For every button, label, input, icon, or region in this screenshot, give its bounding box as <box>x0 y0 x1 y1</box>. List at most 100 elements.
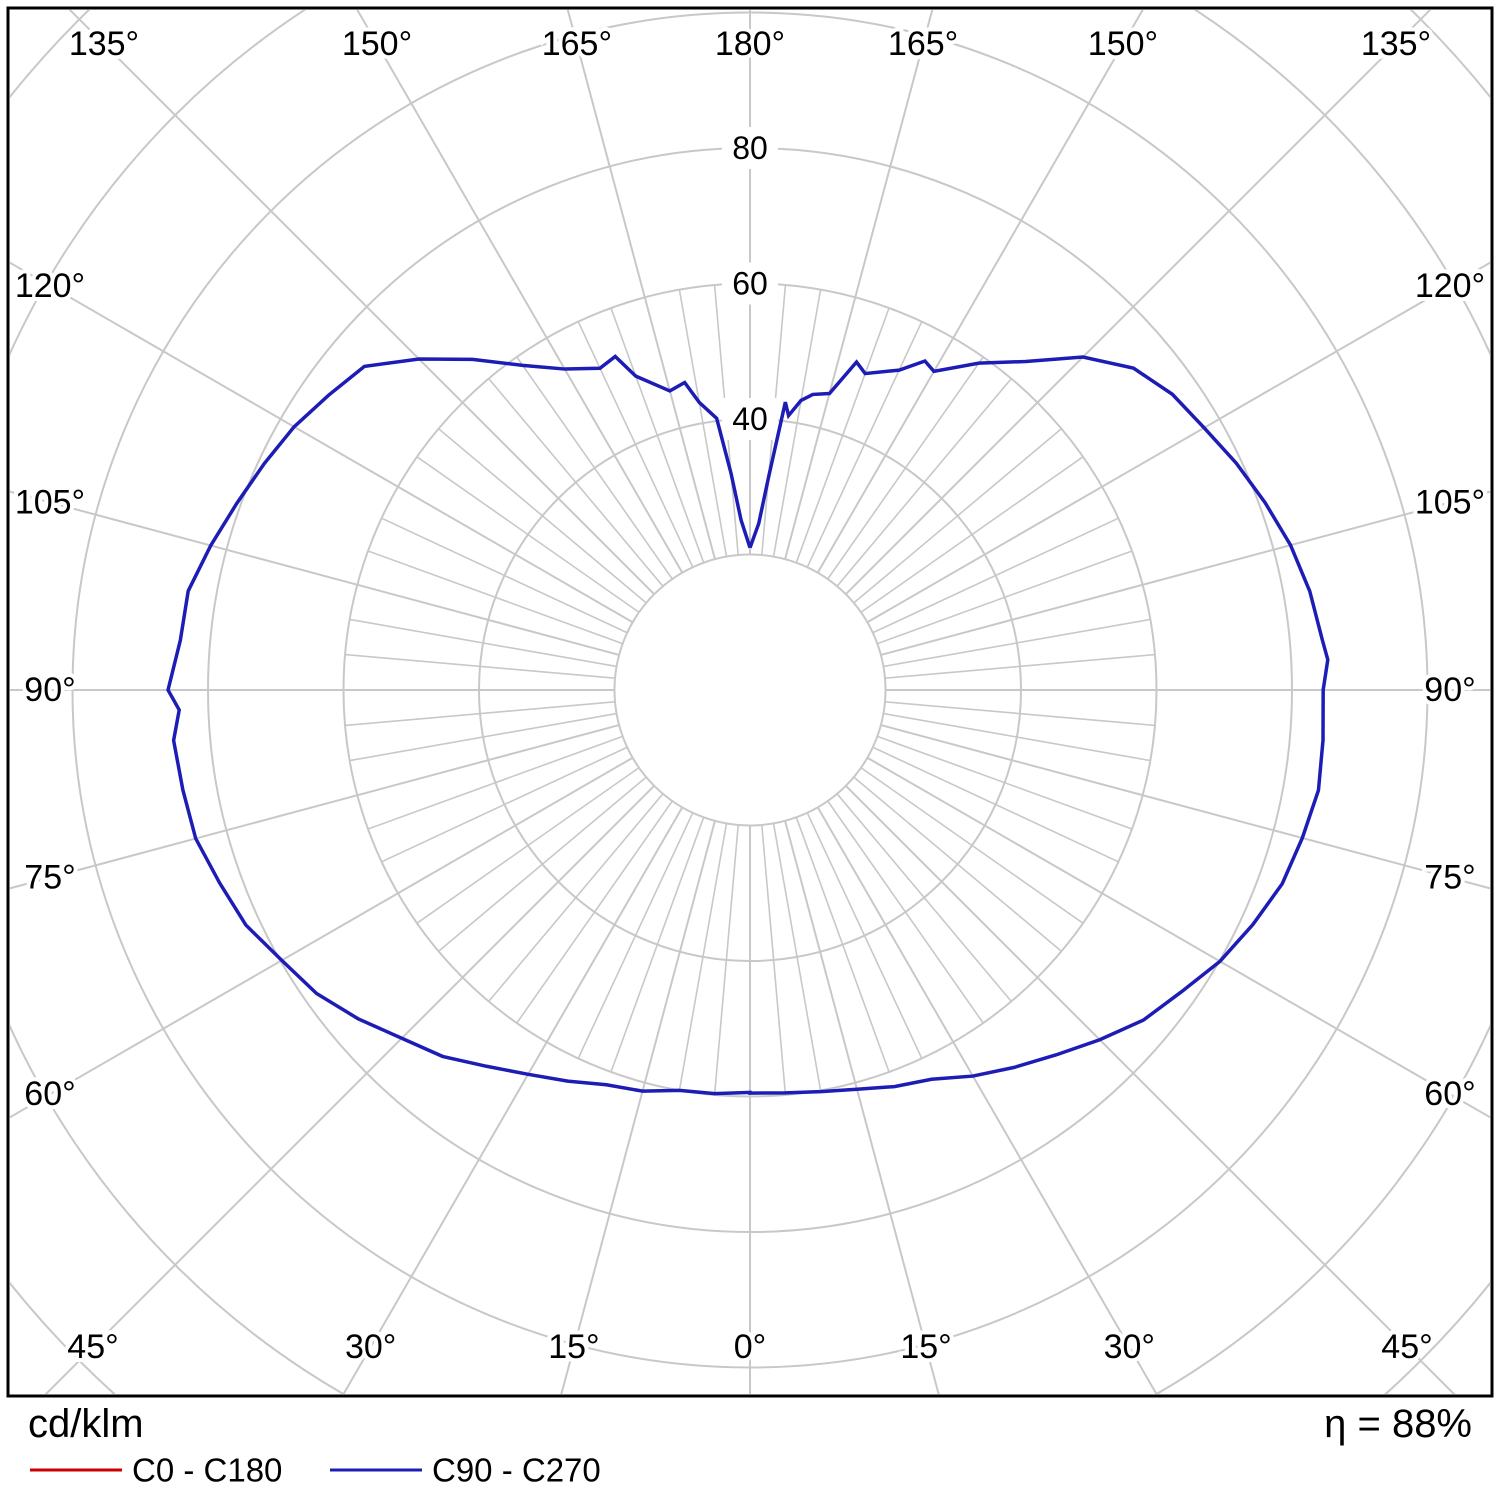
angle-label: 30° <box>1104 1328 1155 1366</box>
grid-spoke-minor <box>884 701 1156 727</box>
angle-label: 45° <box>67 1328 118 1366</box>
grid-spoke-minor <box>349 712 617 762</box>
grid-spoke-minor <box>883 712 1151 762</box>
radial-label-halo <box>722 262 778 305</box>
grid-spoke-minor <box>884 653 1156 679</box>
angle-label: 135° <box>1361 25 1431 63</box>
grid-spoke-minor <box>772 289 822 557</box>
grid-spoke-minor <box>836 378 1012 587</box>
grid-spoke-minor <box>860 456 1084 613</box>
angle-label: 120° <box>15 267 85 305</box>
grid-spoke-major <box>560 820 716 1394</box>
radial-label-halo <box>722 398 778 440</box>
grid-spoke-major <box>784 10 934 560</box>
grid-spoke-minor <box>853 776 1062 952</box>
grid-spoke-minor <box>349 618 617 668</box>
grid-spoke-major <box>10 261 634 624</box>
intensity-curves <box>166 354 1330 1096</box>
angle-label: 60° <box>1424 1075 1475 1113</box>
angle-label: 105° <box>15 483 85 521</box>
grid-spoke-major <box>784 820 940 1394</box>
grid-spoke-minor <box>516 800 673 1024</box>
grid-spoke-minor <box>367 735 623 830</box>
grid-spoke-minor <box>713 824 739 1096</box>
grid-spoke-major <box>866 261 1490 624</box>
grid-spoke-minor <box>610 817 705 1073</box>
grid-spoke-major <box>10 490 620 656</box>
grid-spoke-major <box>816 806 1158 1394</box>
grid-spoke-minor <box>860 767 1084 924</box>
grid-spoke-major <box>356 10 684 574</box>
grid-spoke-minor <box>516 356 673 580</box>
angle-label: 150° <box>1088 25 1158 63</box>
radial-tick-label: 80 <box>732 130 768 166</box>
grid-spoke-minor <box>416 456 640 613</box>
grid-spoke-minor <box>381 746 628 863</box>
grid-spoke-minor <box>678 289 728 557</box>
grid-spoke-minor <box>416 767 640 924</box>
grid-spoke-minor <box>344 653 616 679</box>
grid-spoke-minor <box>438 776 647 952</box>
angle-label: 135° <box>69 25 139 63</box>
grid-spoke-major <box>10 724 620 890</box>
angle-label: 45° <box>1381 1328 1432 1366</box>
grid-spoke-minor <box>872 517 1119 634</box>
angle-label: 165° <box>888 25 958 63</box>
grid-spoke-minor <box>806 812 923 1059</box>
grid-spoke-minor <box>610 307 705 563</box>
intensity-curve <box>166 354 1330 1096</box>
angle-label: 0° <box>734 1328 767 1366</box>
radial-tick-label: 60 <box>732 266 768 302</box>
grid-spoke-major <box>816 10 1144 574</box>
angle-label: 15° <box>548 1328 599 1366</box>
angle-label: 120° <box>1415 267 1485 305</box>
grid-spoke-minor <box>836 793 1012 1002</box>
grid-spoke-minor <box>488 378 664 587</box>
legend-label-c0-c180: C0 - C180 <box>132 1452 282 1489</box>
grid-spoke-major <box>44 785 655 1394</box>
grid-spoke-minor <box>381 517 628 634</box>
grid-spoke-minor <box>872 746 1119 863</box>
grid-spoke-minor <box>577 321 694 568</box>
grid-spoke-major <box>880 490 1490 656</box>
angle-label: 105° <box>1415 483 1485 521</box>
unit-label: cd/klm <box>28 1402 144 1446</box>
grid-spoke-major <box>845 10 1432 595</box>
grid-spoke-minor <box>877 550 1133 645</box>
angle-label: 75° <box>24 859 75 897</box>
efficiency-label: η = 88% <box>1324 1402 1472 1446</box>
radial-label-halo <box>722 127 778 169</box>
grid-spoke-minor <box>772 823 822 1091</box>
angle-label: 180° <box>715 25 785 63</box>
angle-label: 90° <box>1424 671 1475 709</box>
angle-label: 90° <box>24 671 75 709</box>
grid-spoke-major <box>10 756 634 1119</box>
angle-label: 150° <box>342 25 412 63</box>
angle-label: 15° <box>900 1328 951 1366</box>
radial-tick-label: 40 <box>732 401 768 437</box>
grid-spoke-major <box>68 10 655 595</box>
legend-label-c90-c270: C90 - C270 <box>432 1452 601 1489</box>
grid-spoke-major <box>866 756 1490 1119</box>
grid-spoke-minor <box>827 800 984 1024</box>
grid-spoke-minor <box>577 812 694 1059</box>
grid-spoke-major <box>566 10 716 560</box>
grid-spoke-minor <box>827 356 984 580</box>
grid-spoke-minor <box>795 307 890 563</box>
grid-spoke-major <box>845 785 1456 1394</box>
grid-spoke-minor <box>367 550 623 645</box>
angle-label: 60° <box>24 1075 75 1113</box>
angle-label: 75° <box>1424 859 1475 897</box>
legend: C0 - C180 C90 - C270 <box>30 1452 601 1489</box>
grid-spoke-minor <box>877 735 1133 830</box>
grid-spoke-minor <box>344 701 616 727</box>
angle-label: 30° <box>345 1328 396 1366</box>
grid-spoke-minor <box>883 618 1151 668</box>
grid-spoke-minor <box>853 428 1062 604</box>
angle-label: 165° <box>542 25 612 63</box>
grid-spoke-major <box>880 724 1490 890</box>
grid-spoke-minor <box>678 823 728 1091</box>
